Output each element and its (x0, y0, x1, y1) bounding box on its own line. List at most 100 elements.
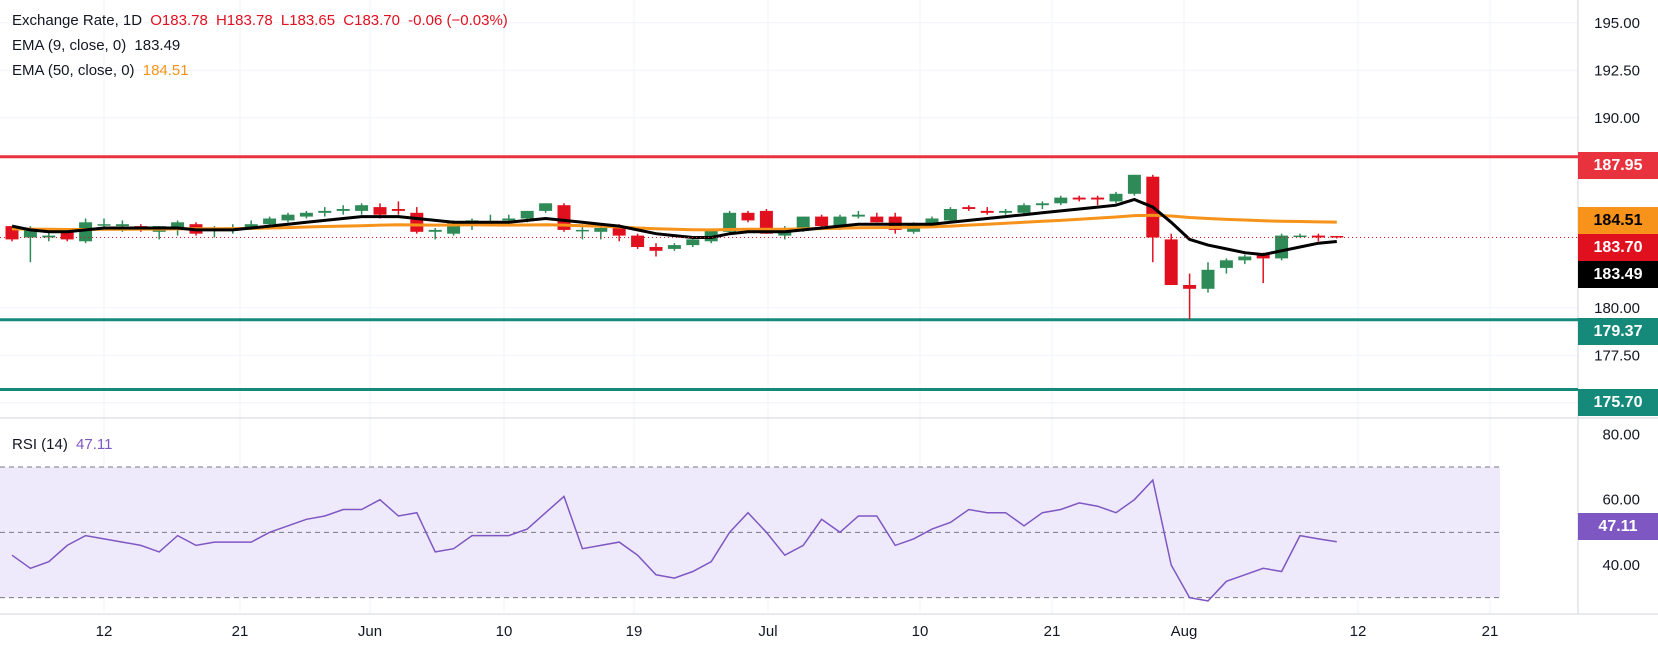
candle-body-28 (520, 210, 534, 219)
candle-body-2 (42, 235, 56, 238)
candle-body-45 (833, 216, 847, 227)
candle-body-9 (171, 222, 185, 230)
candle-body-63 (1164, 239, 1178, 285)
candle-body-39 (723, 212, 737, 232)
candle-body-60 (1109, 193, 1123, 202)
x-tick-label-4: 19 (626, 623, 643, 640)
candle-body-53 (980, 210, 994, 213)
open-value: O183.78 (150, 12, 208, 29)
close-badge: 183.70 (1578, 234, 1658, 261)
ema50-label: EMA (50, close, 0) (12, 62, 135, 79)
rsi-tick-label-0: 80.00 (1602, 426, 1640, 443)
candle-body-44 (815, 216, 829, 227)
candle-body-52 (962, 207, 976, 209)
candle-body-67 (1238, 256, 1252, 261)
rsi-line (11, 478, 1337, 602)
candle-body-40 (741, 212, 755, 221)
x-tick-label-10: 21 (1482, 623, 1499, 640)
candle-body-38 (704, 229, 718, 242)
candle-body-56 (1035, 203, 1049, 206)
x-tick-label-0: 12 (96, 623, 113, 640)
candle-body-70 (1293, 235, 1307, 238)
ema9-label: EMA (9, close, 0) (12, 37, 127, 54)
price-tick-label-3: 180.00 (1594, 300, 1640, 317)
x-tick-label-7: 21 (1044, 623, 1061, 640)
x-tick-label-5: Jul (758, 623, 777, 640)
x-tick-label-3: 10 (496, 623, 513, 640)
price-tick-label-2: 190.00 (1594, 110, 1640, 127)
candle-body-22 (410, 212, 424, 232)
ohlc-legend: Exchange Rate, 1D O183.78 H183.78 L183.6… (12, 12, 512, 29)
resistance-badge: 187.95 (1578, 152, 1658, 179)
candle-body-47 (870, 216, 884, 223)
candle-body-59 (1091, 197, 1105, 200)
symbol-label: Exchange Rate, 1D (12, 12, 143, 29)
candle-body-19 (355, 205, 369, 211)
candle-body-46 (851, 214, 865, 217)
candle-body-14 (263, 218, 277, 225)
candle-body-32 (594, 228, 608, 232)
candle-body-13 (244, 224, 258, 228)
candle-body-15 (281, 214, 295, 221)
rsi-tick-label-2: 40.00 (1602, 557, 1640, 574)
candle-body-64 (1183, 285, 1197, 289)
candle-body-55 (1017, 205, 1031, 213)
ema9-badge: 183.49 (1578, 261, 1658, 288)
candle-body-66 (1219, 260, 1233, 268)
x-tick-label-2: Jun (358, 623, 382, 640)
ema50-legend: EMA (50, close, 0) 184.51 (12, 62, 193, 79)
close-value: C183.70 (343, 12, 400, 29)
candle-body-6 (115, 224, 129, 227)
candle-body-51 (943, 209, 957, 221)
ema50-value: 184.51 (142, 62, 189, 79)
candle-body-5 (97, 224, 111, 226)
x-tick-label-1: 21 (232, 623, 249, 640)
candle-body-65 (1201, 269, 1215, 289)
candlesticks (5, 174, 1344, 320)
candle-body-57 (1054, 197, 1068, 204)
candle-body-31 (575, 229, 589, 232)
support2-badge: 175.70 (1578, 389, 1658, 416)
candle-body-21 (391, 209, 405, 211)
change-value: -0.06 (−0.03%) (408, 12, 508, 29)
rsi-label: RSI (14) (12, 436, 68, 453)
candle-body-54 (999, 210, 1013, 213)
candle-body-36 (667, 245, 681, 249)
candle-body-37 (686, 239, 700, 246)
candle-body-27 (502, 218, 516, 221)
candle-body-3 (60, 229, 74, 240)
price-tick-label-0: 195.00 (1594, 15, 1640, 32)
rsi-value: 47.11 (76, 436, 113, 453)
candle-body-24 (447, 222, 461, 234)
candle-body-58 (1072, 197, 1086, 200)
candle-body-4 (79, 222, 93, 242)
candle-body-68 (1256, 254, 1270, 259)
high-value: H183.78 (215, 12, 273, 29)
support1-badge: 179.37 (1578, 318, 1658, 345)
ema9-legend: EMA (9, close, 0) 183.49 (12, 37, 184, 54)
ema50-badge: 184.51 (1578, 207, 1658, 234)
candle-body-35 (649, 247, 663, 251)
candle-body-20 (373, 207, 387, 215)
rsi-legend: RSI (14) 47.11 (12, 436, 116, 453)
grid (0, 0, 1658, 615)
rsi-pane (0, 466, 1500, 602)
ema50-line (11, 213, 1337, 232)
x-tick-label-8: Aug (1171, 623, 1198, 640)
candle-body-72 (1330, 235, 1344, 238)
candle-body-50 (925, 218, 939, 227)
x-axis-ticks: 12 21 Jun 10 19 Jul 10 21 Aug 12 21 (96, 623, 1499, 640)
candle-body-33 (612, 228, 626, 236)
price-tick-label-4: 177.50 (1594, 347, 1640, 364)
candle-body-69 (1275, 235, 1289, 259)
y-axis-ticks: 195.00192.50190.00180.00177.50175.0080.0… (1594, 15, 1640, 574)
price-tick-label-1: 192.50 (1594, 62, 1640, 79)
candle-body-71 (1311, 235, 1325, 238)
rsi-badge: 47.11 (1578, 513, 1658, 540)
candle-body-61 (1127, 174, 1141, 194)
candle-body-34 (631, 235, 645, 247)
horizontal-levels (0, 155, 1578, 391)
candle-body-23 (428, 229, 442, 232)
candle-body-17 (318, 210, 332, 213)
